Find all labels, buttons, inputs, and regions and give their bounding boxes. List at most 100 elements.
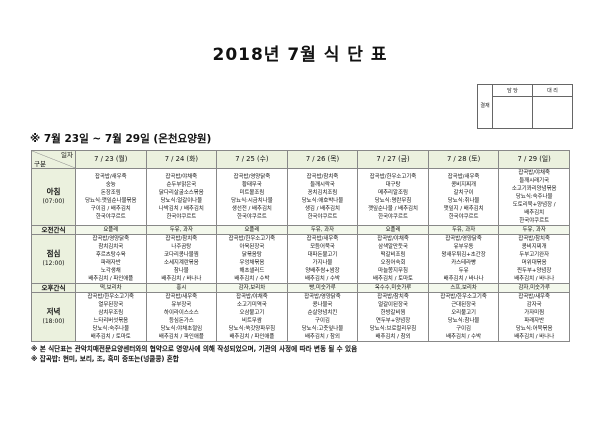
menu-item: 잡곡밥/새우죽	[306, 236, 339, 242]
menu-cell: 잡곡밥/야채죽 순두부맑은국 닭다리살굴소스볶음 당뇨식:얼갈이나물 나박김치 / 배추…	[145, 168, 218, 226]
menu-item: 우엉채볶음	[239, 260, 265, 266]
menu-item: 해초샐러드	[239, 268, 265, 274]
menu-item: 대구탕	[385, 182, 401, 188]
approval-sign-manager	[492, 96, 533, 129]
menu-item: 양배추쌈+쌈장	[305, 268, 340, 274]
menu-item: 콩비지찌개	[521, 244, 547, 250]
menu-item: 잡곡밥/한우소고기죽	[228, 236, 276, 242]
menu-cell: 요플레	[216, 225, 288, 235]
menu-cell: 잡곡밥/한우소고기죽 아욱된장국 닭볶음탕 우엉채볶음 해초샐러드 배추김치 / 수박	[216, 234, 288, 284]
menu-item: 유부우동	[453, 244, 474, 250]
menu-item: 한국야쿠르트	[95, 214, 126, 220]
row-label-text: 점심	[46, 249, 61, 258]
menu-item: 느타리버섯볶음	[93, 318, 129, 324]
menu-cell: 요플레	[75, 225, 147, 235]
menu-cell: 잡곡밥/야채죽 들깨시래기국 소고기꽈리양념볶음 당뇨식:숙주나물 도토리묵+양념장 /…	[498, 168, 570, 226]
menu-item: 당뇨식:시금치나물	[231, 198, 273, 204]
page-title: 2018년 7월 식 단 표	[212, 45, 388, 65]
menu-item: 깻잎지 / 배추김치	[443, 206, 484, 212]
menu-item: 배추김치 / 토마토	[90, 334, 131, 340]
menu-cell: 잡곡밥/한우소고기죽 근대된장국 오리불고기 당뇨식:참나물 구이김 배추김치 / 수박	[427, 292, 500, 342]
menu-item: 당뇨식:애호박나물	[301, 198, 344, 204]
menu-item: 참나물	[173, 268, 189, 274]
menu-item: 황태무국	[241, 182, 262, 188]
menu-item: 순살양념치킨	[307, 310, 338, 316]
menu-item: 배추김치 / 토마토	[373, 276, 414, 282]
menu-item: 깻잎순나물 / 배추김치	[368, 206, 418, 212]
snack-row: 오후간식 떡,보리차 홍시 감자,보리차 빵,미숫가루 옥수수,미숫가루 스프,보리차 감자,…	[31, 283, 570, 293]
menu-item: 구이김	[315, 318, 330, 324]
menu-item: 스프,보리차	[450, 285, 477, 291]
menu-item: 들깨시래기국	[519, 178, 550, 184]
menu-item: 왕새우튀김+초간장	[441, 252, 486, 258]
menu-item: 당뇨식:얼갈이나물	[160, 198, 203, 204]
menu-item: 찐두부+양념장	[517, 268, 552, 274]
menu-item: 감자,미숫가루	[518, 285, 550, 291]
menu-item: 배추김치 / 바나나	[514, 276, 555, 282]
menu-item: 배추김치 / 파인애플	[229, 334, 275, 340]
menu-item: 두유	[458, 268, 469, 274]
menu-item: 한국야쿠르트	[519, 218, 550, 224]
menu-cell: 잡곡밥/참치죽 콩비지찌개 두부고기완자 머위대볶음 찐두부+양념장 배추김치 / 바나나	[498, 234, 570, 284]
menu-item: 잡곡밥/영양닭죽	[92, 236, 130, 242]
day-header: 7 / 26 (목)	[286, 150, 359, 169]
menu-cell: 감자,보리차	[216, 283, 288, 293]
menu-item: 배추김치 / 수박	[234, 276, 270, 282]
menu-item: 얼갈이된장국	[378, 302, 408, 308]
menu-cell: 홍시	[145, 283, 218, 293]
meal-row: 아침 (07:00) 잡곡밥/새우죽 숭늉 돈장조림 당뇨식:깻잎순나물볶음 구이김 / 배…	[31, 168, 570, 226]
menu-item: 두유, 과자	[169, 227, 193, 233]
menu-item: 두유, 과자	[451, 227, 476, 233]
menu-section: 일자 구분 7 / 23 (월) 7 / 24 (화) 7 / 25 (수) 7 / …	[31, 150, 591, 364]
menu-item: 들깨시락국	[310, 182, 335, 188]
menu-item: 잡곡밥/야채죽	[236, 294, 268, 300]
row-label: 오후간식	[31, 283, 76, 293]
menu-cell: 잡곡밥/영양닭죽 콩나물국 순살양념치킨 구이김 당뇨식:고춧잎나물 배추김치 / 참외	[286, 292, 359, 342]
row-label: 점심 (12:00)	[31, 234, 76, 284]
row-label-time: (12:00)	[42, 260, 65, 267]
menu-item: 나주곰탕	[171, 244, 192, 250]
menu-item: 두유, 과자	[310, 227, 335, 233]
menu-item: 두유, 과자	[522, 227, 546, 233]
menu-item: 당뇨식:어묵볶음	[515, 326, 553, 332]
menu-item: 배추김치 / 참외	[375, 334, 411, 340]
menu-item: 잡곡밥/야채죽	[377, 236, 409, 242]
menu-item: 한국야쿠르트	[448, 214, 479, 220]
menu-item: 한국야쿠르트	[378, 214, 408, 220]
menu-item: 당뇨식:숙주나물	[515, 194, 553, 200]
menu-item: 삼색알만둣국	[378, 244, 408, 250]
day-header: 7 / 24 (화)	[145, 150, 218, 169]
footnote-grain: ※ 잡곡밥: 현미, 보리, 조, 흑미 중또는(넝쿨콩) 혼합	[31, 355, 179, 363]
menu-cell: 잡곡밥/야채죽 소고기미역국 오삼불고기 비트무쌈 당뇨식:쑥갓양파무침 배추김치 / 파…	[216, 292, 288, 342]
menu-cell: 옥수수,미숫가루	[357, 283, 429, 293]
menu-cell: 잡곡밥/새우죽 유부장국 하이라이스소스 등심돈가스 당뇨식:야채초절임 배추김치 / 파…	[145, 292, 218, 342]
menu-item: 꽁치김치조림	[307, 190, 338, 196]
menu-item: 잡곡밥/한우소고기죽	[440, 294, 487, 300]
menu-item: 요플레	[244, 227, 260, 233]
menu-item: 카스테라빵	[451, 260, 476, 266]
menu-cell: 잡곡밥/한우소고기죽 대구탕 메추리알조림 당뇨식:명란무침 깻잎순나물 / 배추김치 한…	[357, 168, 429, 226]
menu-item: 콩비지찌개	[451, 182, 476, 188]
menu-item: 근대된장국	[451, 302, 476, 308]
menu-item: 연두부+양념장	[375, 318, 411, 324]
table-header-row: 일자 구분 7 / 23 (월) 7 / 24 (화) 7 / 25 (수) 7 / …	[31, 150, 570, 169]
day-header: 7 / 28 (토)	[427, 150, 500, 169]
menu-item: 파래자반	[100, 260, 121, 266]
day-header: 7 / 29 (일)	[498, 150, 570, 169]
menu-cell: 잡곡밥/참치죽 나주곰탕 코다리콩나물찜 소세지계란볶음 참나물 배추김치 / 바나나	[145, 234, 218, 284]
menu-item: 감자국	[526, 302, 542, 308]
menu-item: 배추김치 / 파인애플	[158, 334, 204, 340]
menu-item: 유부장국	[171, 302, 192, 308]
row-label-text: 아침	[46, 187, 61, 196]
row-label: 아침 (07:00)	[31, 168, 76, 226]
menu-item: 갈치구이	[453, 190, 474, 196]
menu-item: 코다리콩나물찜	[163, 252, 199, 258]
approval-box: 결재 담 당 대 리	[477, 84, 573, 129]
menu-item: 배추김치 / 바나나	[514, 334, 555, 340]
menu-item: 소고기미역국	[237, 302, 267, 308]
menu-item: 잡곡밥/참치죽	[518, 236, 550, 242]
row-label-text: 저녁	[46, 307, 61, 316]
menu-item: 배추김치 / 바나나	[161, 276, 202, 282]
menu-item: 배추김치 / 파인애플	[88, 276, 134, 282]
menu-item: 배추김치	[524, 210, 545, 216]
